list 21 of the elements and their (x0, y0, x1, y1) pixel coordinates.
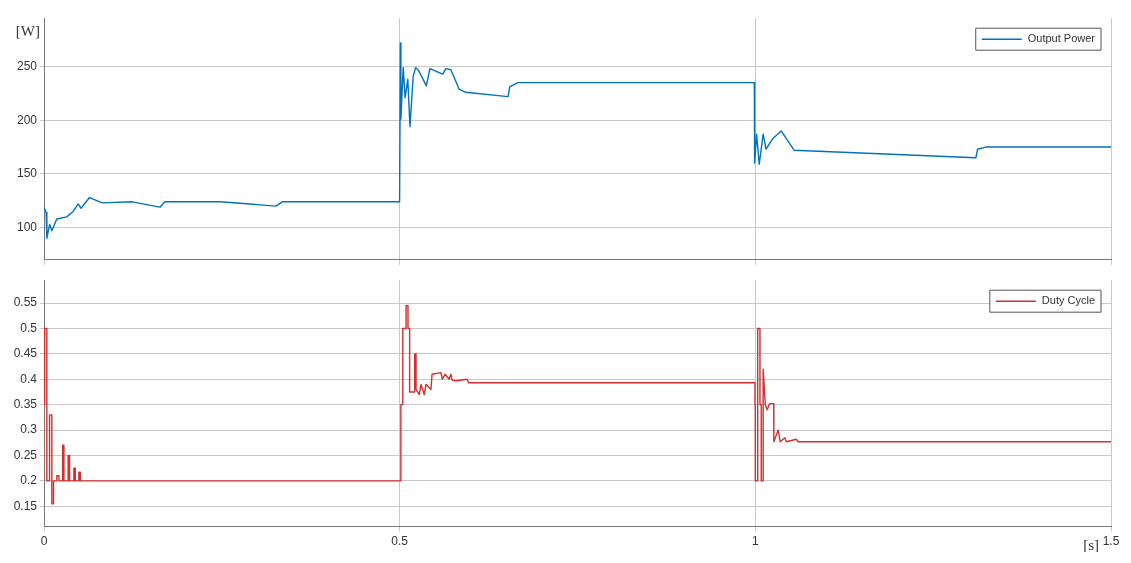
y-tick-label: 0.55 (13, 295, 38, 310)
x-tick-label: 1 (751, 534, 759, 549)
y-tick-label: 200 (16, 112, 38, 127)
y-tick-label: 0.5 (20, 320, 38, 335)
y-tick-label: 0.2 (20, 473, 38, 488)
legend-label: Output Power (1027, 32, 1096, 45)
x-tick-label: 0 (40, 534, 48, 549)
y-axis-title: [W] (15, 23, 40, 40)
y-tick-label: 0.25 (13, 447, 38, 462)
y-tick-label: 0.35 (13, 396, 38, 411)
y-tick-label: 0.3 (20, 422, 38, 437)
x-axis-title: [s] (1083, 537, 1099, 554)
y-tick-label: 250 (16, 58, 38, 73)
x-tick-label: 1.5 (1102, 534, 1120, 549)
y-tick-label: 0.4 (20, 371, 38, 386)
legend-label: Duty Cycle (1041, 294, 1096, 307)
y-tick-label: 0.45 (13, 346, 38, 361)
y-tick-label: 0.15 (13, 498, 38, 513)
y-tick-label: 150 (16, 166, 38, 181)
y-tick-label: 100 (16, 219, 38, 234)
x-tick-label: 0.5 (391, 534, 409, 549)
